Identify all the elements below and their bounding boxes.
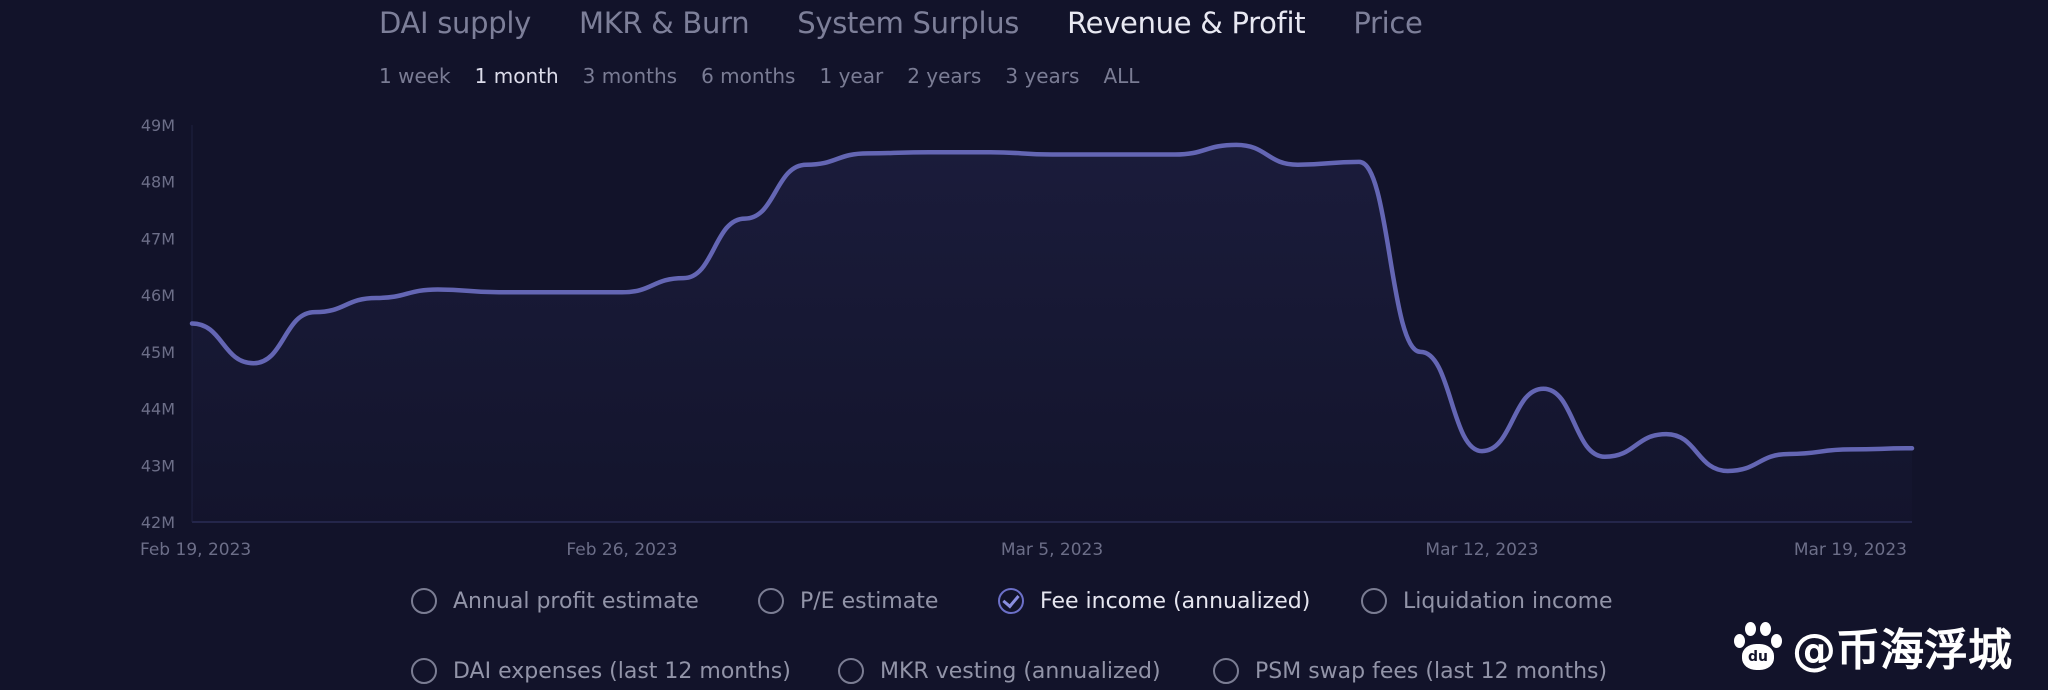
legend-label: Fee income (annualized): [1040, 588, 1311, 614]
range-all[interactable]: ALL: [1103, 64, 1140, 88]
tab-mkr-burn[interactable]: MKR & Burn: [578, 6, 750, 40]
series-area-fill: [192, 144, 1912, 522]
series-line-fee-income: [189, 142, 1915, 474]
tab-dai-supply[interactable]: DAI supply: [379, 6, 531, 40]
legend-label: P/E estimate: [800, 588, 939, 614]
y-tick-label: 47M: [141, 229, 175, 248]
x-tick-label: Feb 26, 2023: [566, 540, 677, 560]
legend-mkr-vesting[interactable]: MKR vesting (annualized): [838, 658, 1161, 684]
range-3-years[interactable]: 3 years: [1005, 64, 1080, 88]
watermark-text: @币海浮城: [1792, 625, 2012, 676]
range-2-years[interactable]: 2 years: [907, 64, 982, 88]
y-tick-label: 42M: [141, 513, 175, 532]
x-tick-label: Feb 19, 2023: [140, 540, 251, 560]
watermark-logo-text: du: [1742, 644, 1774, 670]
x-tick-label: Mar 19, 2023: [1794, 540, 1907, 560]
watermark: du @币海浮城: [1732, 614, 2012, 678]
metric-tabs: DAI supply MKR & Burn System Surplus Rev…: [379, 6, 1423, 40]
radio-unchecked-icon: [1213, 658, 1239, 684]
legend-label: DAI expenses (last 12 months): [453, 658, 791, 684]
baidu-paw-logo-icon: du: [1732, 620, 1784, 672]
y-tick-label: 44M: [141, 400, 175, 419]
legend-label: Annual profit estimate: [453, 588, 699, 614]
tab-system-surplus[interactable]: System Surplus: [797, 6, 1020, 40]
time-range-selector: 1 week 1 month 3 months 6 months 1 year …: [379, 64, 1139, 88]
legend-dai-expenses[interactable]: DAI expenses (last 12 months): [411, 658, 791, 684]
legend-pe-estimate[interactable]: P/E estimate: [758, 588, 938, 614]
radio-unchecked-icon: [1361, 588, 1387, 614]
y-tick-label: 48M: [141, 173, 175, 192]
legend-label: MKR vesting (annualized): [880, 658, 1161, 684]
range-1-week[interactable]: 1 week: [379, 64, 451, 88]
range-3-months[interactable]: 3 months: [582, 64, 678, 88]
legend-liquidation-income[interactable]: Liquidation income: [1361, 588, 1613, 614]
legend-annual-profit-estimate[interactable]: Annual profit estimate: [411, 588, 699, 614]
y-axis: 42M 43M 44M 45M 46M 47M 48M 49M: [141, 116, 175, 532]
x-tick-label: Mar 5, 2023: [1001, 540, 1103, 560]
y-tick-label: 46M: [141, 286, 175, 305]
radio-unchecked-icon: [411, 588, 437, 614]
legend-label: PSM swap fees (last 12 months): [1255, 658, 1608, 684]
range-1-month[interactable]: 1 month: [474, 64, 559, 88]
range-6-months[interactable]: 6 months: [701, 64, 796, 88]
tab-price[interactable]: Price: [1353, 6, 1423, 40]
legend-fee-income[interactable]: Fee income (annualized): [998, 588, 1310, 614]
radio-checked-icon: [998, 588, 1024, 614]
x-tick-label: Mar 12, 2023: [1425, 540, 1538, 560]
range-1-year[interactable]: 1 year: [819, 64, 884, 88]
legend-psm-swap-fees[interactable]: PSM swap fees (last 12 months): [1213, 658, 1607, 684]
radio-unchecked-icon: [838, 658, 864, 684]
tab-revenue-profit[interactable]: Revenue & Profit: [1067, 6, 1306, 40]
y-tick-label: 43M: [141, 456, 175, 475]
y-tick-label: 49M: [141, 116, 175, 135]
y-tick-label: 45M: [141, 343, 175, 362]
legend-label: Liquidation income: [1403, 588, 1613, 614]
x-axis: Feb 19, 2023 Feb 26, 2023 Mar 5, 2023 Mar 1…: [140, 540, 1907, 560]
radio-unchecked-icon: [758, 588, 784, 614]
radio-unchecked-icon: [411, 658, 437, 684]
